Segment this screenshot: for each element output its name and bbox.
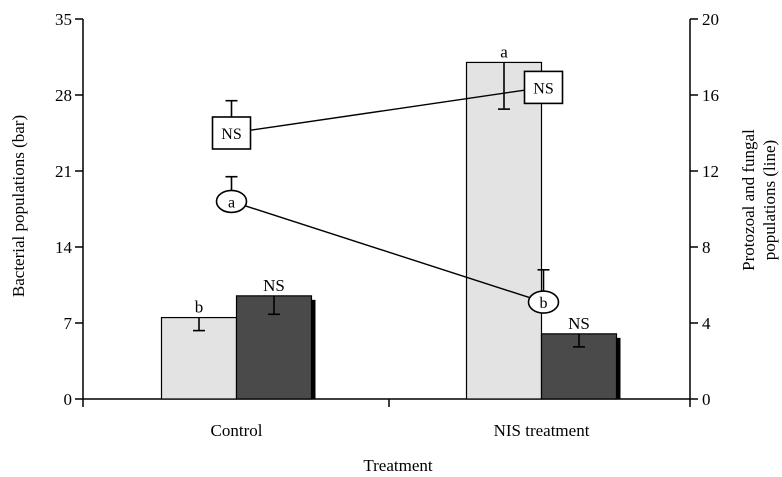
left-tick-label: 21: [55, 162, 72, 181]
ellipse-marker: [215, 189, 248, 214]
bar: [160, 316, 238, 400]
x-tick-label: Control: [211, 421, 263, 440]
series-line: [231, 86, 544, 134]
bar-significance-label: b: [195, 298, 204, 317]
right-tick-label: 8: [702, 238, 711, 257]
left-tick-label: 35: [55, 10, 72, 29]
left-tick-label: 0: [64, 390, 73, 409]
bar: [465, 61, 543, 400]
square-marker: [523, 70, 564, 105]
bars: b a NS NS: [160, 42, 621, 400]
square-marker: [211, 116, 252, 150]
right-tick-label: 20: [702, 10, 719, 29]
right-axis-title-line2: populations (line): [760, 140, 779, 260]
x-axis-title: Treatment: [363, 456, 433, 475]
marker-label: NS: [533, 80, 553, 97]
right-tick-label: 4: [702, 314, 711, 333]
ellipse-marker: [527, 290, 560, 314]
bar-significance-label: a: [500, 42, 508, 61]
marker-label: b: [540, 295, 548, 312]
left-tick-label: 14: [55, 238, 73, 257]
left-tick-label: 28: [55, 86, 72, 105]
marker-label: NS: [221, 126, 241, 143]
x-tick-label: NIS treatment: [494, 421, 590, 440]
bar-significance-label: NS: [568, 314, 590, 333]
right-axis-title-line1: Protozoal and fungal: [739, 129, 758, 271]
series-line: [231, 200, 544, 303]
bar-significance-label: NS: [263, 276, 285, 295]
right-tick-label: 0: [702, 390, 711, 409]
left-axis-title: Bacterial populations (bar): [9, 115, 28, 297]
line-series: NS NS a b: [211, 70, 564, 314]
right-tick-label: 12: [702, 162, 719, 181]
right-tick-label: 16: [702, 86, 719, 105]
marker-label: a: [228, 194, 235, 211]
left-tick-label: 7: [64, 314, 73, 333]
